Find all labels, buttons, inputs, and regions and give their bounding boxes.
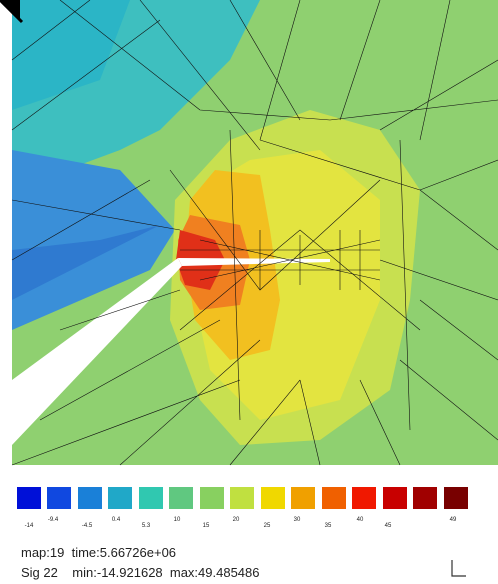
- swatch: [139, 487, 163, 509]
- colorbar-label: 15: [203, 523, 210, 529]
- mesh: [11, 0, 498, 466]
- axis-triad: [451, 560, 466, 577]
- colorbar-label: 35: [325, 523, 332, 529]
- swatch: [78, 487, 102, 509]
- swatch: [444, 487, 468, 509]
- swatch: [17, 487, 41, 509]
- field-blue2: [12, 225, 160, 300]
- swatch: [322, 487, 346, 509]
- colorbar-label: -14: [25, 523, 34, 529]
- swatch: [200, 487, 224, 509]
- swatch: [383, 487, 407, 509]
- swatch: [352, 487, 376, 509]
- colorbar-label: 10: [174, 517, 181, 523]
- colorbar-label: -9.4: [48, 517, 59, 523]
- swatch: [108, 487, 132, 509]
- crack-slit: [178, 258, 330, 266]
- swatch: [413, 487, 437, 509]
- colorbar-label: 20: [233, 517, 240, 523]
- field-blue: [12, 150, 175, 330]
- colorbar-labels: -14 -9.4 -4.5 0.4 5.3 10 15 20 25 30 35 …: [25, 517, 457, 529]
- colorbar-label: 5.3: [142, 523, 151, 529]
- swatch: [47, 487, 71, 509]
- colorbar-label: 30: [294, 517, 301, 523]
- colorbar-label: 0.4: [112, 517, 121, 523]
- swatch: [169, 487, 193, 509]
- swatch: [261, 487, 285, 509]
- field-cyan2: [12, 0, 130, 110]
- contour-plot: [11, 0, 498, 466]
- crack-wedge: [12, 258, 182, 445]
- colorbar: [17, 487, 468, 509]
- info-line: map:19 time:5.66726e+06: [21, 545, 176, 560]
- colorbar-label: 25: [264, 523, 271, 529]
- corner-arrow-line: [0, 0, 24, 24]
- info-line: Sig 22 min:-14.921628 max:49.485486: [21, 565, 260, 580]
- colorbar-label: 40: [357, 517, 364, 523]
- colorbar-label: 49: [450, 517, 457, 523]
- colorbar-label: -4.5: [82, 523, 93, 529]
- colorbar-label: 45: [385, 523, 392, 529]
- swatch: [230, 487, 254, 509]
- swatch: [291, 487, 315, 509]
